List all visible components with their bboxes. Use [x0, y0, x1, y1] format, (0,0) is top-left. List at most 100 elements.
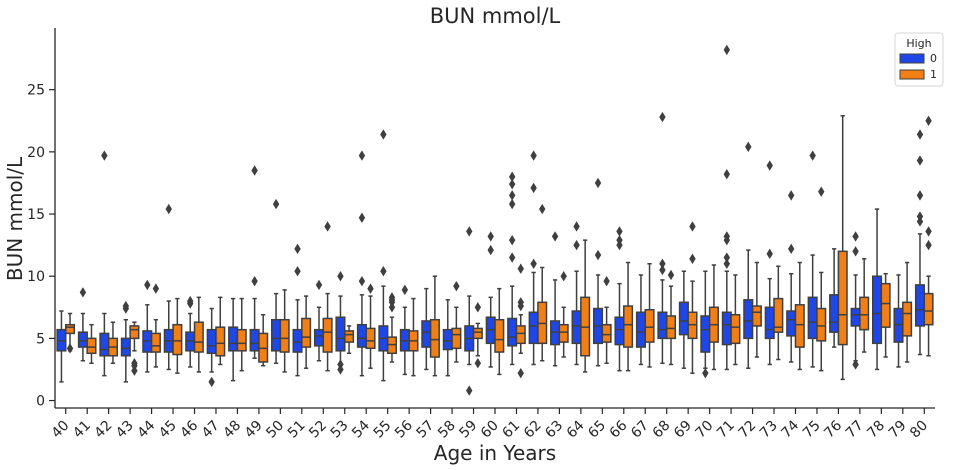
x-tick-label-52: 52	[306, 418, 330, 442]
box-49-series-0-outlier-0	[251, 275, 258, 287]
box-78-series-0-box	[872, 275, 883, 345]
box-46-series-0-outlier-1	[187, 295, 194, 307]
age-group-47	[206, 296, 226, 388]
x-tick-label-78: 78	[864, 418, 888, 442]
age-group-53	[335, 270, 355, 375]
x-tick-label-63: 63	[542, 418, 566, 442]
box-61-series-0-outlier-4	[508, 178, 516, 190]
box-44-series-1-outlier-0	[152, 283, 160, 294]
age-group-75	[807, 150, 827, 372]
box-47-series-0-outlier-0	[208, 376, 215, 388]
x-tick-label-45: 45	[156, 418, 180, 442]
box-75-series-1-box	[816, 307, 827, 342]
box-62-series-0-outlier-1	[530, 182, 537, 194]
x-tick-label-54: 54	[349, 417, 373, 441]
box-63-series-0-outlier-0	[551, 231, 559, 242]
age-group-52	[313, 221, 333, 372]
x-tick-label-49: 49	[242, 418, 266, 442]
box-42-series-0-outlier-0	[101, 150, 108, 161]
box-67-series-0-box	[635, 311, 646, 348]
box-56-series-0-outlier-0	[401, 284, 409, 296]
x-tick-label-75: 75	[800, 418, 824, 442]
box-50-series-0-outlier-0	[272, 198, 280, 210]
box-48-series-0-box	[228, 326, 239, 352]
x-tick-label-72: 72	[735, 418, 759, 442]
box-61-series-1-box	[515, 325, 526, 345]
age-group-61	[507, 171, 526, 379]
box-79-series-1-box	[902, 301, 913, 337]
box-64-series-0-outlier-1	[573, 221, 580, 232]
x-tick-label-59: 59	[456, 418, 480, 442]
age-group-65	[592, 177, 612, 367]
y-axis-label: BUN mmol/L	[3, 156, 27, 281]
box-71-series-0-outlier-3	[723, 231, 731, 242]
box-74-series-0-outlier-0	[787, 243, 795, 255]
age-group-63	[550, 231, 569, 367]
box-60-series-0-outlier-1	[487, 231, 494, 242]
box-45-series-0-outlier-0	[165, 203, 172, 215]
legend-title: High	[906, 37, 931, 50]
age-group-66	[614, 226, 634, 372]
x-tick-label-68: 68	[650, 418, 674, 442]
box-68-series-0-outlier-1	[659, 258, 666, 269]
box-80-series-1-outlier-2	[925, 115, 932, 126]
box-62-series-0-outlier-0	[530, 258, 537, 269]
x-tick-label-58: 58	[435, 418, 459, 442]
x-tick-label-67: 67	[628, 418, 652, 442]
box-71-series-0-outlier-0	[723, 258, 731, 269]
box-54-series-1-outlier-0	[367, 283, 374, 294]
box-67-series-1-box	[644, 309, 655, 343]
age-group-54	[356, 150, 376, 377]
box-75-series-1-outlier-0	[818, 186, 825, 197]
box-48-series-1-box	[236, 328, 247, 352]
box-61-series-0-outlier-0	[508, 252, 516, 263]
box-54-series-0-outlier-1	[358, 212, 366, 223]
box-66-series-0-outlier-2	[616, 226, 623, 237]
x-tick-label-51: 51	[285, 418, 309, 442]
box-53-series-0-outlier-2	[337, 270, 344, 282]
box-43-series-0-box	[120, 337, 131, 357]
box-43-series-1-outlier-2	[131, 358, 138, 369]
box-45-series-1-box	[172, 323, 183, 356]
box-61-series-0-outlier-1	[508, 234, 516, 246]
box-52-series-1-outlier-0	[324, 221, 331, 232]
age-group-69	[678, 221, 698, 374]
x-tick-label-70: 70	[693, 418, 717, 442]
y-tick-label-5: 5	[36, 331, 45, 347]
x-tick-label-55: 55	[371, 418, 395, 442]
box-46-series-1-box	[193, 321, 204, 353]
box-66-series-0-box	[614, 316, 625, 346]
x-tick-label-62: 62	[521, 418, 545, 442]
box-64-series-0-box	[571, 310, 582, 345]
box-80-series-0-outlier-1	[916, 211, 924, 222]
box-52-series-0-outlier-0	[315, 279, 323, 291]
box-61-series-1-outlier-0	[517, 367, 524, 379]
x-tick-label-69: 69	[671, 418, 695, 442]
box-60-series-1-box	[494, 318, 505, 353]
boxes-layer	[56, 44, 934, 396]
box-54-series-0-outlier-0	[358, 275, 366, 287]
box-47-series-0-box	[206, 328, 217, 355]
legend-label-1: 1	[930, 68, 937, 81]
box-76-series-1-box	[837, 250, 848, 346]
axes-layer: 0510152025404142434445464748495051525354…	[27, 28, 935, 441]
y-tick-label-10: 10	[27, 269, 45, 285]
box-41-series-1-box	[86, 337, 97, 355]
box-65-series-0-outlier-1	[594, 177, 602, 189]
box-51-series-0-outlier-0	[294, 266, 301, 277]
age-group-64	[571, 221, 591, 373]
box-68-series-0-box	[657, 311, 668, 340]
box-52-series-0-box	[313, 328, 325, 347]
x-tick-label-66: 66	[607, 417, 631, 441]
age-group-40	[56, 310, 76, 383]
box-76-series-0-box	[829, 294, 840, 333]
x-tick-label-65: 65	[585, 418, 609, 442]
box-51-series-1-box	[301, 317, 312, 348]
box-66-series-1-box	[623, 305, 634, 348]
box-68-series-0-outlier-2	[659, 111, 666, 123]
box-73-series-0-outlier-0	[766, 248, 773, 260]
box-75-series-0-outlier-0	[809, 150, 816, 161]
box-51-series-0-outlier-1	[294, 243, 301, 255]
box-43-series-0-outlier-1	[122, 300, 130, 312]
box-72-series-1-box	[751, 305, 762, 327]
